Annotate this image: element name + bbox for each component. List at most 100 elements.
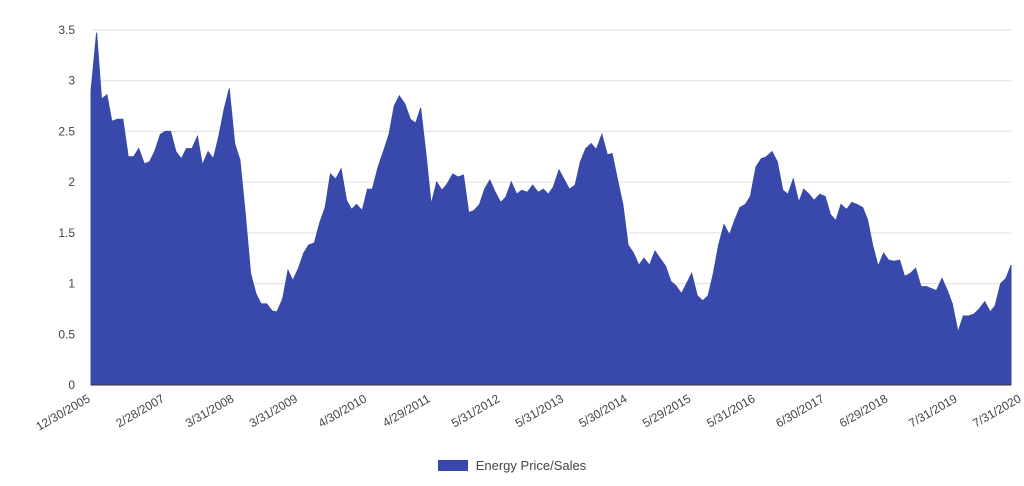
x-tick-label: 2/28/2007 [114, 391, 168, 430]
data-point [303, 252, 305, 254]
data-point [196, 136, 198, 137]
data-point [829, 214, 831, 216]
data-point [526, 191, 528, 193]
data-point [117, 118, 119, 120]
data-point [782, 189, 784, 191]
data-point [601, 133, 603, 135]
data-point [973, 313, 975, 315]
data-point [441, 189, 443, 191]
y-tick-label: 3 [68, 74, 75, 88]
data-point [537, 191, 539, 193]
data-point [484, 188, 486, 190]
data-point [984, 301, 986, 303]
legend-swatch [437, 460, 468, 471]
data-point [207, 151, 209, 153]
data-point [473, 210, 475, 212]
data-point [159, 133, 161, 135]
data-point [851, 201, 853, 203]
data-point [542, 188, 544, 190]
data-point [494, 191, 496, 193]
data-point [292, 280, 294, 282]
data-point [250, 272, 252, 274]
data-point [994, 305, 996, 307]
data-point [978, 308, 980, 310]
data-point [723, 224, 725, 226]
data-point [893, 260, 895, 262]
x-tick-label: 5/31/2012 [449, 391, 503, 430]
data-point [111, 120, 113, 122]
data-point [351, 209, 353, 211]
x-tick-label: 7/31/2019 [906, 391, 960, 430]
data-point [100, 98, 102, 100]
x-tick-label: 4/30/2010 [316, 391, 370, 430]
y-tick-label: 0.5 [58, 327, 75, 341]
data-point [409, 118, 411, 120]
data-point [824, 195, 826, 197]
data-point [133, 156, 135, 158]
x-tick-label: 3/31/2008 [183, 391, 237, 430]
data-point [1000, 283, 1002, 285]
data-point [696, 295, 698, 297]
data-point [468, 212, 470, 214]
x-tick-label: 5/29/2015 [640, 391, 694, 430]
y-tick-label: 0 [68, 378, 75, 392]
data-point [691, 272, 693, 274]
x-tick-label: 6/29/2018 [837, 391, 891, 430]
data-point [355, 203, 357, 205]
data-point [930, 288, 932, 290]
data-point [702, 300, 704, 302]
data-point [180, 158, 182, 160]
x-tick-label: 5/30/2014 [576, 391, 630, 430]
data-point [191, 148, 193, 150]
data-point [935, 290, 937, 292]
data-point [925, 286, 927, 288]
data-point [106, 94, 108, 96]
data-point [888, 259, 890, 261]
data-point [617, 179, 619, 181]
x-tick-label: 3/31/2009 [247, 391, 301, 430]
data-point [904, 275, 906, 277]
data-point [563, 179, 565, 181]
data-point [415, 122, 417, 124]
data-point [862, 207, 864, 208]
data-point [776, 161, 778, 163]
data-point [143, 163, 145, 165]
data-point [989, 311, 991, 313]
data-point [127, 156, 129, 158]
x-tick-label: 7/31/2020 [970, 391, 1024, 430]
data-point [920, 286, 922, 288]
data-point [568, 188, 570, 190]
data-point [340, 168, 342, 170]
legend-label: Energy Price/Sales [475, 458, 587, 473]
data-point [228, 88, 230, 90]
y-tick-label: 1.5 [58, 226, 75, 240]
data-point [665, 265, 667, 267]
data-point [611, 153, 613, 155]
data-point [846, 209, 848, 211]
data-point [223, 108, 225, 110]
data-point [366, 188, 368, 190]
data-point [760, 158, 762, 160]
data-point [382, 151, 384, 153]
x-tick-label: 5/31/2016 [704, 391, 758, 430]
y-tick-label: 2 [68, 175, 75, 189]
data-point [201, 164, 203, 166]
data-point [324, 207, 326, 208]
data-point [877, 265, 879, 267]
data-point [420, 107, 422, 109]
data-point [792, 178, 794, 180]
data-point [707, 295, 709, 297]
data-point [680, 293, 682, 295]
data-point [510, 181, 512, 183]
y-tick-label: 2.5 [58, 124, 75, 138]
data-point [659, 257, 661, 259]
data-point [867, 219, 869, 221]
data-point [632, 252, 634, 254]
data-point [813, 199, 815, 201]
data-point [430, 203, 432, 205]
data-point [436, 181, 438, 183]
data-point [516, 193, 518, 195]
data-point [1010, 264, 1012, 266]
data-point [393, 105, 395, 107]
